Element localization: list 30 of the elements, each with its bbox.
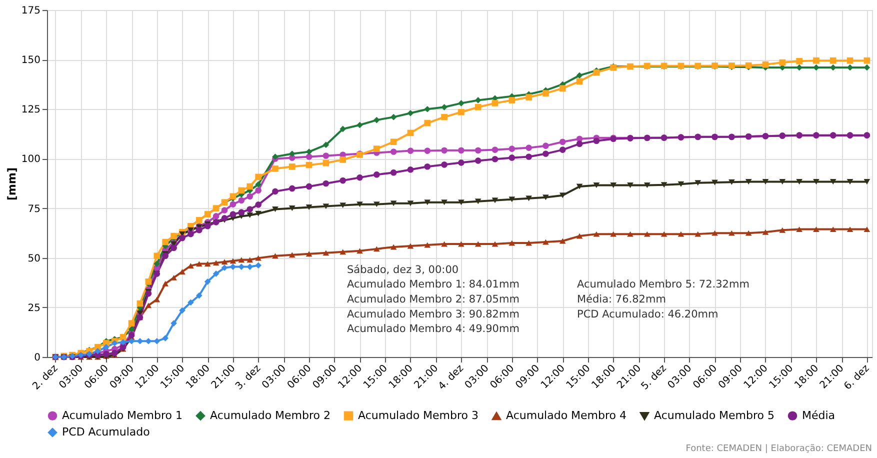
y-tick-label: 75 [28, 204, 40, 215]
x-tick-label: 6. dez [842, 362, 872, 392]
legend-label: Acumulado Membro 5 [654, 409, 775, 422]
annotation: Acumulado Membro 4: 49.90mm [347, 323, 520, 336]
legend-label: Acumulado Membro 4 [506, 409, 627, 422]
legend-label: Acumulado Membro 3 [358, 408, 479, 422]
legend-label: Média [802, 408, 836, 422]
annotation: Sábado, dez 3, 00:00 [347, 264, 459, 276]
y-tick-label: 150 [21, 55, 40, 66]
annotation: Acumulado Membro 5: 72.32mm [577, 278, 750, 291]
y-tick-label: 100 [21, 154, 40, 166]
legend-label: PCD Acumulado [62, 426, 150, 438]
annotation: Média: 76.82mm [577, 293, 666, 306]
y-axis-title: [mm] [5, 168, 18, 200]
annotation: Acumulado Membro 1: 84.01mm [347, 278, 520, 291]
x-tick-label: 4. dez [436, 362, 466, 392]
x-tick-label: 5. dez [639, 362, 669, 392]
source-note: Fonte: CEMADEN | Elaboração: CEMADEN [686, 444, 872, 454]
annotation: Acumulado Membro 2: 87.05mm [347, 293, 520, 306]
x-tick-label: 3. dez [234, 362, 264, 392]
legend-label: Acumulado Membro 2 [210, 408, 331, 422]
y-tick-label: 125 [21, 104, 40, 116]
x-tick-label: 2. dez [30, 362, 60, 392]
annotation: Acumulado Membro 3: 90.82mm [347, 308, 520, 320]
y-tick-label: 0 [34, 352, 40, 364]
annotation: PCD Acumulado: 46.20mm [577, 308, 718, 320]
y-tick-label: 25 [28, 302, 40, 314]
y-tick-label: 50 [28, 253, 40, 264]
y-tick-label: 175 [21, 6, 40, 16]
legend-label: Acumulado Membro 1 [62, 408, 183, 422]
